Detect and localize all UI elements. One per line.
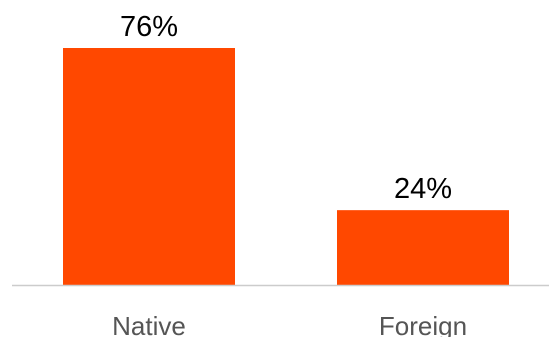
bars-group xyxy=(63,48,509,285)
value-label-native: 76% xyxy=(120,11,178,43)
value-labels-group: 76% 24% xyxy=(120,11,452,205)
value-label-foreign: 24% xyxy=(394,173,452,205)
category-labels-group: Native Foreign xyxy=(112,311,467,337)
category-label-native: Native xyxy=(112,311,186,337)
bar-native xyxy=(63,48,235,285)
category-label-foreign: Foreign xyxy=(379,311,467,337)
bar-foreign xyxy=(337,210,509,285)
